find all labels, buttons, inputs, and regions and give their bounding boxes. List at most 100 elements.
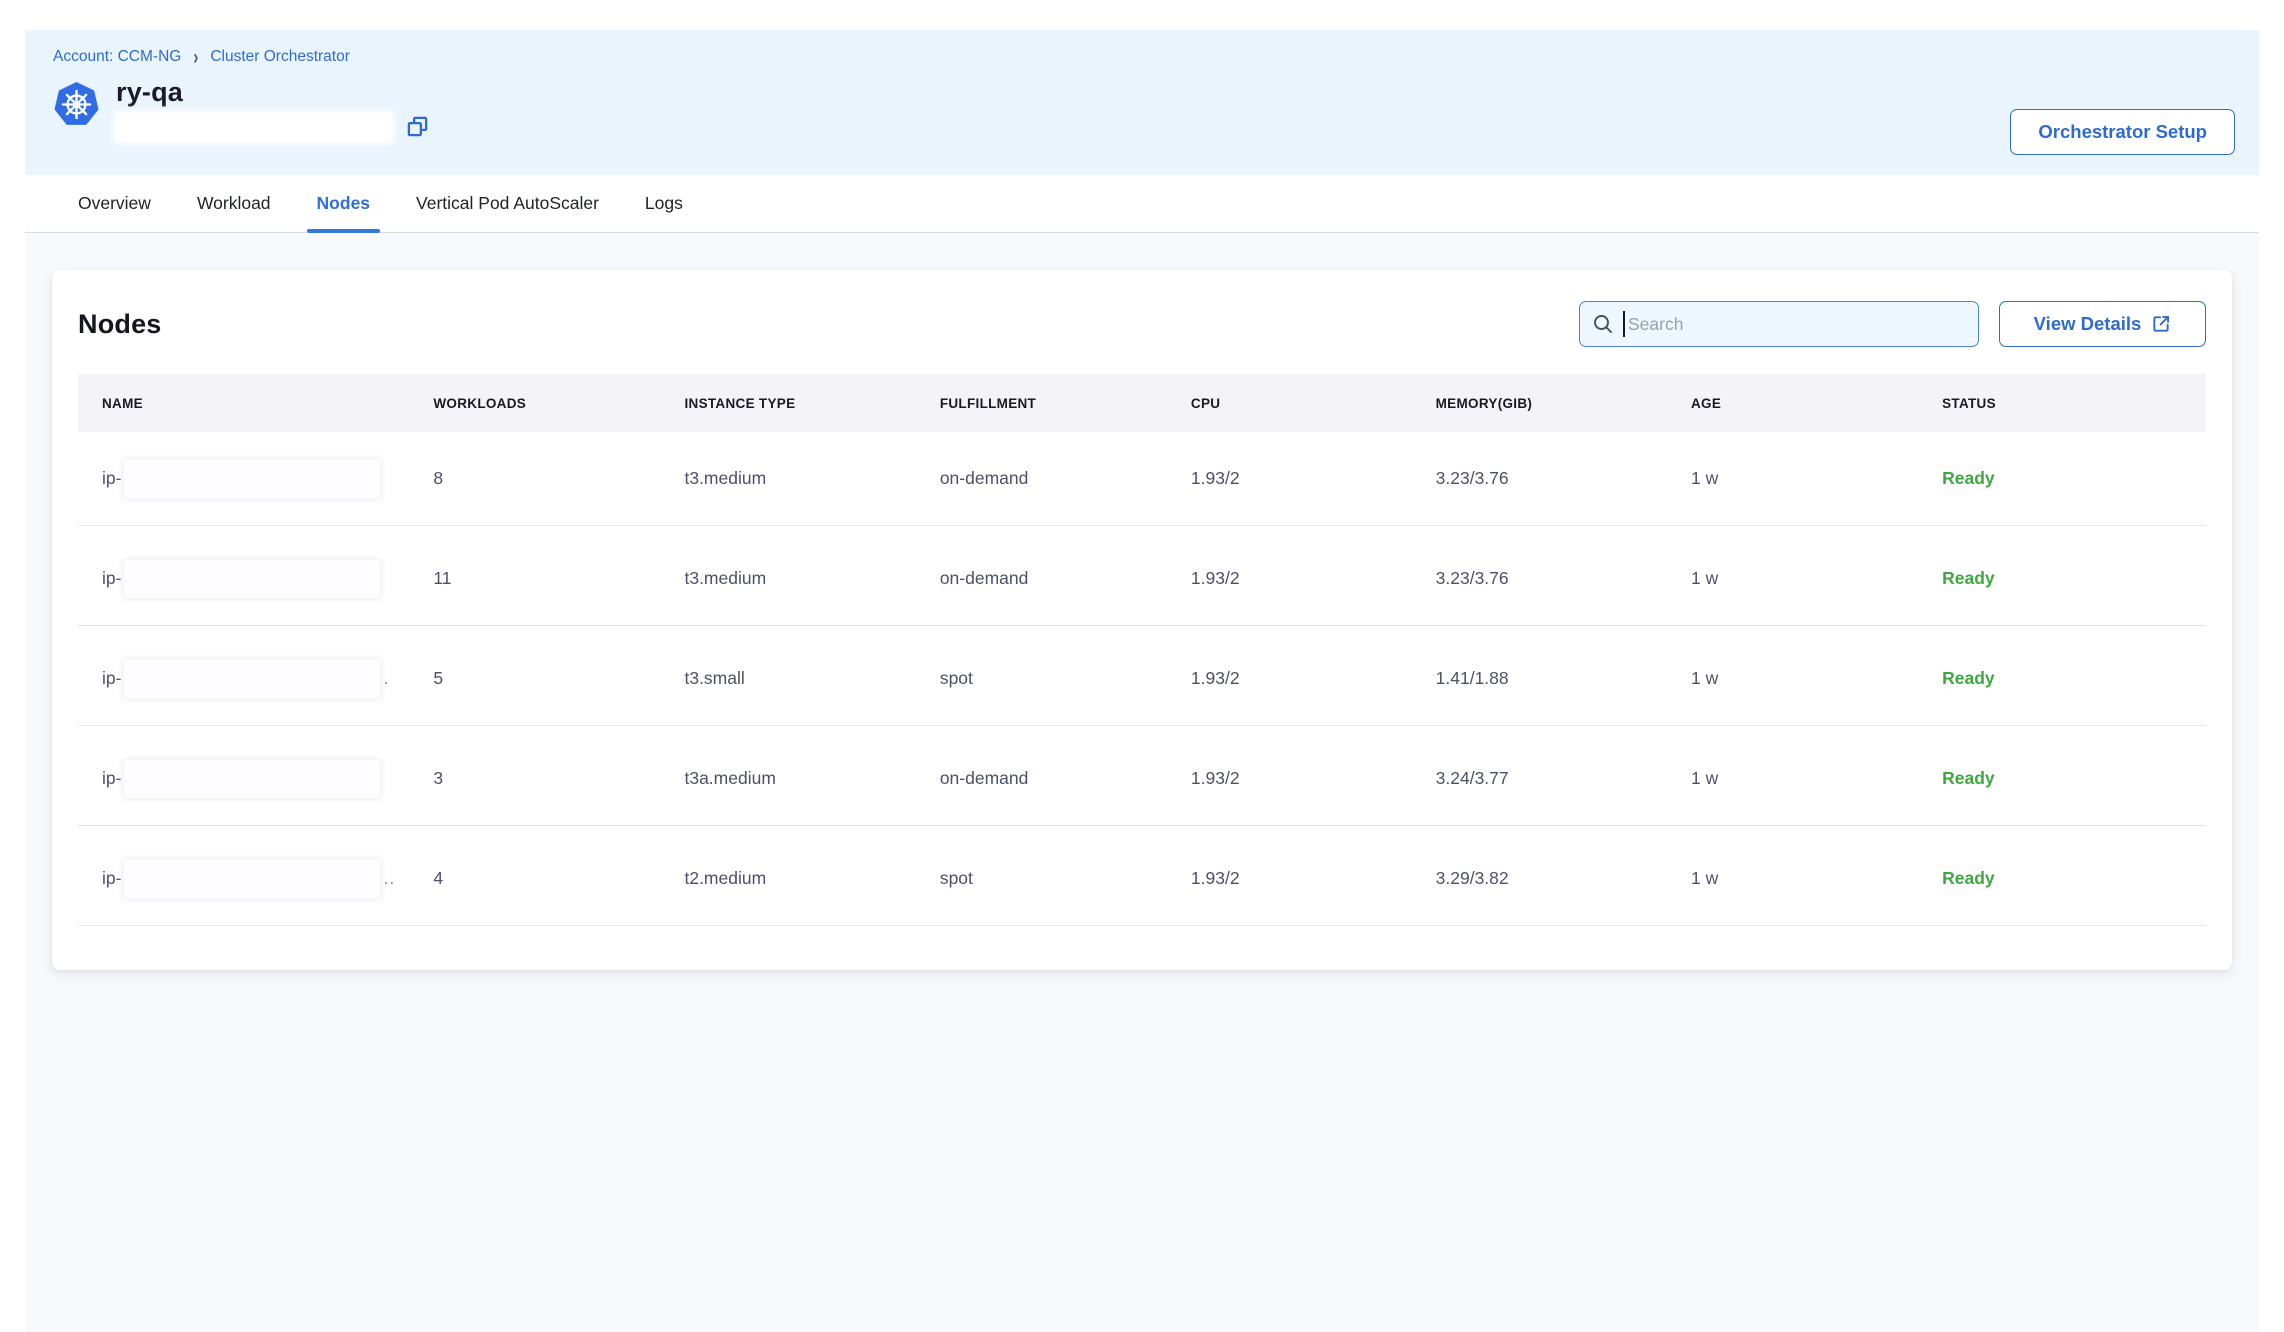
cell-workloads: 4 bbox=[433, 868, 444, 888]
cell-name: ip- . bbox=[78, 659, 433, 698]
cell-age: 1 w bbox=[1691, 568, 1719, 588]
node-name-prefix: ip- bbox=[102, 668, 122, 688]
node-name-prefix: ip- bbox=[102, 568, 122, 588]
tab-label: Overview bbox=[78, 193, 151, 213]
tab-vertical-pod-autoscaler[interactable]: Vertical Pod AutoScaler bbox=[416, 175, 599, 232]
node-name-prefix: ip- bbox=[102, 768, 122, 788]
cell-status: Ready bbox=[1942, 568, 1995, 588]
nodes-table: NAME WORKLOADS INSTANCE TYPE FULFILLMENT… bbox=[78, 374, 2206, 926]
column-header-fulfillment: FULFILLMENT bbox=[939, 395, 1037, 411]
column-header-instance-type: INSTANCE TYPE bbox=[684, 395, 796, 411]
tab-label: Logs bbox=[644, 193, 683, 213]
tab-nodes[interactable]: Nodes bbox=[306, 175, 381, 233]
cell-workloads: 3 bbox=[433, 768, 444, 788]
tab-bar: Overview Workload Nodes Vertical Pod Aut… bbox=[25, 175, 2259, 233]
search-icon bbox=[1592, 313, 1614, 335]
kubernetes-icon bbox=[53, 81, 100, 128]
cluster-title: ry-qa bbox=[116, 77, 184, 107]
search-input[interactable] bbox=[1626, 312, 1966, 336]
cell-name: ip- bbox=[78, 759, 433, 798]
breadcrumb: Account: CCM-NG › Cluster Orchestrator bbox=[53, 45, 2235, 69]
cell-instance-type: t3.medium bbox=[684, 568, 767, 588]
cell-cpu: 1.93/2 bbox=[1190, 868, 1240, 888]
cell-memory: 1.41/1.88 bbox=[1435, 668, 1509, 688]
column-header-memory: MEMORY(GIB) bbox=[1435, 395, 1533, 411]
text-cursor bbox=[1623, 311, 1625, 337]
cell-memory: 3.29/3.82 bbox=[1435, 868, 1509, 888]
cell-status: Ready bbox=[1942, 468, 1995, 488]
tab-overview[interactable]: Overview bbox=[78, 175, 151, 232]
nodes-card: Nodes View Details bbox=[52, 270, 2232, 970]
page-header: Account: CCM-NG › Cluster Orchestrator bbox=[25, 30, 2259, 175]
view-details-button[interactable]: View Details bbox=[1999, 301, 2206, 347]
cell-name: ip- .. bbox=[78, 859, 433, 898]
cell-workloads: 5 bbox=[433, 668, 444, 688]
cell-cpu: 1.93/2 bbox=[1190, 768, 1240, 788]
cell-fulfillment: spot bbox=[939, 668, 973, 688]
header-main: ry-qa Orchestrator Setup bbox=[53, 77, 2235, 155]
cell-name: ip- bbox=[78, 459, 433, 498]
cell-cpu: 1.93/2 bbox=[1190, 468, 1240, 488]
table-row[interactable]: ip- 8 t3.medium on-demand 1.93/2 3.23/3.… bbox=[78, 432, 2206, 526]
cell-fulfillment: on-demand bbox=[939, 468, 1029, 488]
chevron-right-icon: › bbox=[193, 45, 199, 69]
column-header-age: AGE bbox=[1691, 395, 1722, 411]
cell-status: Ready bbox=[1942, 668, 1995, 688]
cell-fulfillment: spot bbox=[939, 868, 973, 888]
orchestrator-setup-button[interactable]: Orchestrator Setup bbox=[2010, 109, 2235, 155]
cell-cpu: 1.93/2 bbox=[1190, 568, 1240, 588]
cell-memory: 3.24/3.77 bbox=[1435, 768, 1509, 788]
title-block: ry-qa bbox=[116, 77, 429, 141]
cell-instance-type: t3.medium bbox=[684, 468, 767, 488]
cell-age: 1 w bbox=[1691, 868, 1719, 888]
tab-label: Workload bbox=[196, 193, 271, 213]
cell-status: Ready bbox=[1942, 868, 1995, 888]
cell-memory: 3.23/3.76 bbox=[1435, 468, 1509, 488]
view-details-label: View Details bbox=[2033, 313, 2142, 334]
cell-workloads: 11 bbox=[433, 568, 452, 588]
external-link-icon bbox=[2151, 314, 2171, 334]
nodes-section-title: Nodes bbox=[78, 308, 162, 339]
column-header-workloads: WORKLOADS bbox=[433, 395, 527, 411]
cell-memory: 3.23/3.76 bbox=[1435, 568, 1509, 588]
cell-status: Ready bbox=[1942, 768, 1995, 788]
table-row[interactable]: ip- 11 t3.medium on-demand 1.93/2 3.23/3… bbox=[78, 532, 2206, 626]
cell-fulfillment: on-demand bbox=[939, 768, 1029, 788]
redacted-node-name bbox=[124, 559, 381, 598]
redacted-node-name bbox=[124, 859, 381, 898]
content-area: Nodes View Details bbox=[25, 233, 2259, 1332]
redacted-node-name bbox=[124, 659, 381, 698]
node-name-suffix: .. bbox=[383, 868, 396, 888]
search-box[interactable] bbox=[1579, 301, 1979, 347]
cell-instance-type: t2.medium bbox=[684, 868, 767, 888]
table-row[interactable]: ip- . 5 t3.small spot 1.93/2 1.41/1.88 1… bbox=[78, 632, 2206, 726]
cell-age: 1 w bbox=[1691, 668, 1719, 688]
tab-workload[interactable]: Workload bbox=[197, 175, 271, 232]
nodes-card-header: Nodes View Details bbox=[78, 270, 2206, 374]
table-row[interactable]: ip- 3 t3a.medium on-demand 1.93/2 3.24/3… bbox=[78, 732, 2206, 826]
node-name-prefix: ip- bbox=[102, 468, 122, 488]
column-header-cpu: CPU bbox=[1190, 395, 1221, 411]
app-container: Account: CCM-NG › Cluster Orchestrator bbox=[25, 30, 2259, 1332]
breadcrumb-account-link[interactable]: Account: CCM-NG bbox=[53, 48, 182, 65]
cell-fulfillment: on-demand bbox=[939, 568, 1029, 588]
tab-logs[interactable]: Logs bbox=[645, 175, 683, 232]
cell-cpu: 1.93/2 bbox=[1190, 668, 1240, 688]
cell-age: 1 w bbox=[1691, 768, 1719, 788]
redacted-node-name bbox=[124, 759, 381, 798]
redacted-node-name bbox=[124, 459, 381, 498]
node-name-suffix: . bbox=[383, 668, 390, 688]
column-header-name: NAME bbox=[102, 395, 143, 411]
breadcrumb-page-link[interactable]: Cluster Orchestrator bbox=[210, 48, 350, 65]
cell-workloads: 8 bbox=[433, 468, 444, 488]
redacted-cluster-id bbox=[116, 112, 392, 141]
copy-icon[interactable] bbox=[406, 115, 429, 138]
tab-label: Nodes bbox=[316, 193, 371, 213]
cell-age: 1 w bbox=[1691, 468, 1719, 488]
table-body: ip- 8 t3.medium on-demand 1.93/2 3.23/3.… bbox=[78, 432, 2206, 926]
table-header-row: NAME WORKLOADS INSTANCE TYPE FULFILLMENT… bbox=[78, 374, 2206, 432]
cell-instance-type: t3.small bbox=[684, 668, 745, 688]
table-row[interactable]: ip- .. 4 t2.medium spot 1.93/2 3.29/3.82… bbox=[78, 832, 2206, 926]
node-name-prefix: ip- bbox=[102, 868, 122, 888]
cell-name: ip- bbox=[78, 559, 433, 598]
